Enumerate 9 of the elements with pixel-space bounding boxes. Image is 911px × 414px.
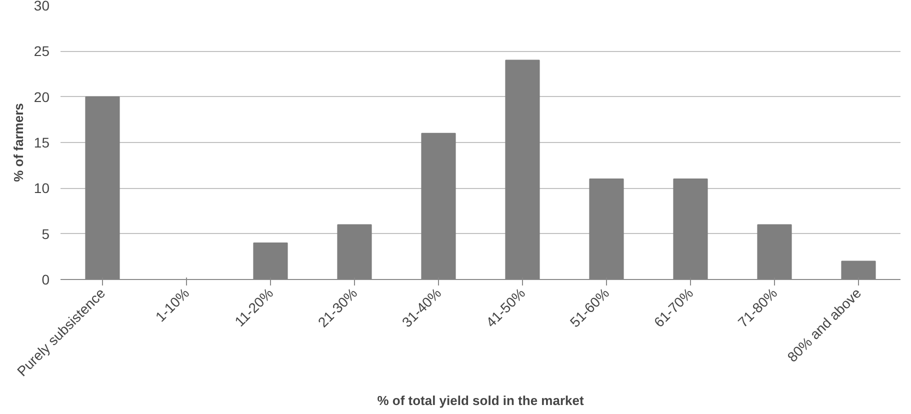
x-axis-title: % of total yield sold in the market [377,392,584,408]
y-tick-label: 15 [34,134,50,150]
y-tick-label: 20 [34,88,50,105]
y-tick-label: 0 [42,272,50,288]
y-tick-label: 30 [34,0,50,14]
y-tick-label: 25 [34,43,50,60]
y-tick-label: 5 [42,226,50,242]
y-tick-label: 10 [34,180,50,196]
y-axis-title: % of farmers [10,103,26,182]
